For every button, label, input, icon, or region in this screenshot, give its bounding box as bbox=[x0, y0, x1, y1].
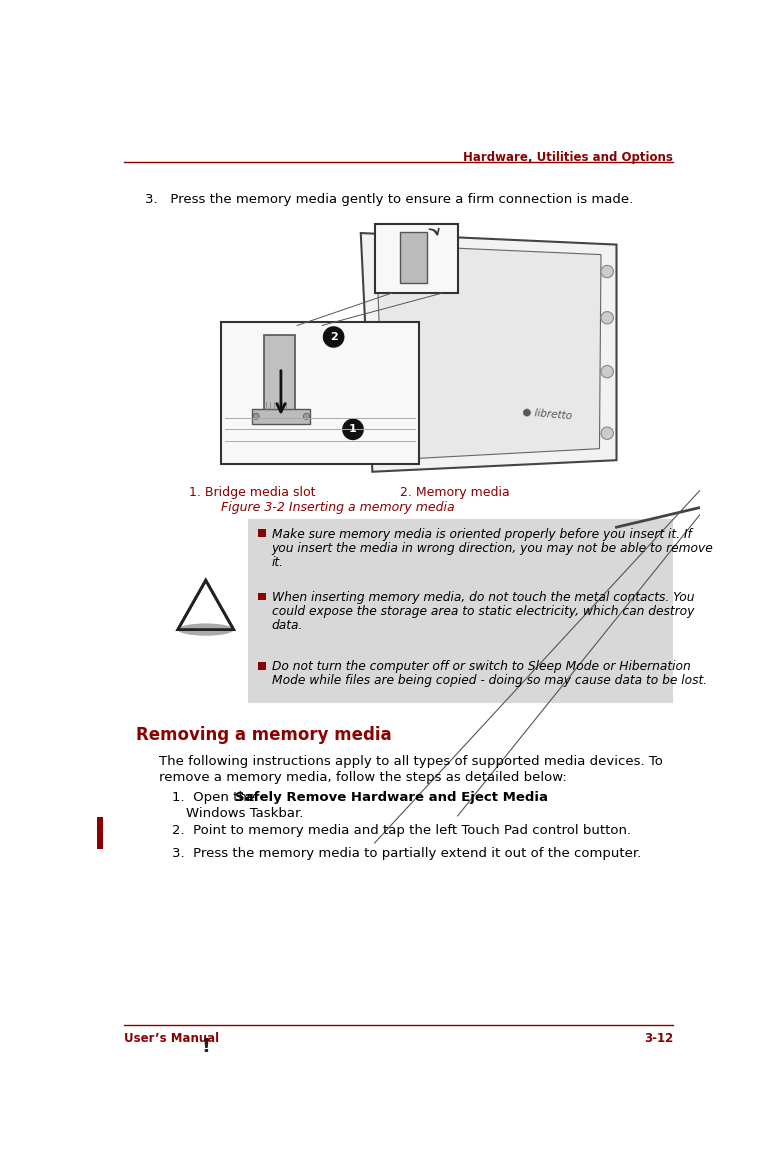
FancyBboxPatch shape bbox=[248, 519, 673, 703]
Circle shape bbox=[253, 414, 259, 420]
Text: Hardware, Utilities and Options: Hardware, Utilities and Options bbox=[463, 151, 673, 164]
Text: 2. Memory media: 2. Memory media bbox=[399, 485, 510, 498]
Ellipse shape bbox=[178, 624, 233, 635]
Text: The following instructions apply to all types of supported media devices. To: The following instructions apply to all … bbox=[159, 755, 663, 768]
Circle shape bbox=[601, 427, 613, 440]
Text: When inserting memory media, do not touch the metal contacts. You: When inserting memory media, do not touc… bbox=[272, 591, 694, 604]
Circle shape bbox=[601, 265, 613, 278]
Text: it.: it. bbox=[272, 556, 284, 568]
Text: Figure 3-2 Inserting a memory media: Figure 3-2 Inserting a memory media bbox=[221, 500, 454, 515]
Text: data.: data. bbox=[272, 619, 303, 632]
Text: Make sure memory media is oriented properly before you insert it. If: Make sure memory media is oriented prope… bbox=[272, 527, 692, 541]
Text: 3-12: 3-12 bbox=[644, 1033, 673, 1045]
FancyBboxPatch shape bbox=[97, 817, 103, 849]
Text: 1. Bridge media slot: 1. Bridge media slot bbox=[189, 485, 315, 498]
Text: 3.  Press the memory media to partially extend it out of the computer.: 3. Press the memory media to partially e… bbox=[173, 847, 642, 860]
Text: User’s Manual: User’s Manual bbox=[124, 1033, 219, 1045]
Text: Removing a memory media: Removing a memory media bbox=[136, 725, 391, 744]
Circle shape bbox=[601, 366, 613, 377]
Text: Safely Remove Hardware and Eject Media: Safely Remove Hardware and Eject Media bbox=[235, 791, 548, 804]
Text: !: ! bbox=[202, 1037, 210, 1056]
Polygon shape bbox=[264, 335, 295, 410]
Text: you insert the media in wrong direction, you may not be able to remove: you insert the media in wrong direction,… bbox=[272, 541, 713, 554]
Circle shape bbox=[342, 418, 364, 441]
FancyBboxPatch shape bbox=[258, 662, 266, 669]
Text: 2.  Point to memory media and tap the left Touch Pad control button.: 2. Point to memory media and tap the lef… bbox=[173, 824, 632, 838]
Text: Do not turn the computer off or switch to Sleep Mode or Hibernation: Do not turn the computer off or switch t… bbox=[272, 660, 690, 674]
Text: Windows Taskbar.: Windows Taskbar. bbox=[187, 806, 303, 819]
Text: 1.  Open the: 1. Open the bbox=[173, 791, 260, 804]
Text: 3.   Press the memory media gently to ensure a firm connection is made.: 3. Press the memory media gently to ensu… bbox=[145, 193, 633, 206]
Polygon shape bbox=[252, 409, 310, 424]
Circle shape bbox=[601, 312, 613, 323]
Text: ● libretto: ● libretto bbox=[521, 407, 572, 421]
Polygon shape bbox=[377, 245, 601, 461]
Text: 1: 1 bbox=[349, 424, 357, 435]
Text: remove a memory media, follow the steps as detailed below:: remove a memory media, follow the steps … bbox=[159, 770, 567, 784]
Circle shape bbox=[323, 326, 345, 348]
FancyBboxPatch shape bbox=[258, 593, 266, 600]
Text: 2: 2 bbox=[330, 332, 338, 342]
Polygon shape bbox=[375, 224, 457, 293]
Circle shape bbox=[303, 414, 310, 420]
Polygon shape bbox=[178, 580, 233, 629]
Polygon shape bbox=[361, 233, 616, 472]
Polygon shape bbox=[221, 321, 419, 464]
Text: could expose the storage area to static electricity, which can destroy: could expose the storage area to static … bbox=[272, 605, 694, 618]
FancyBboxPatch shape bbox=[399, 232, 426, 284]
FancyBboxPatch shape bbox=[258, 530, 266, 537]
Text: Mode while files are being copied - doing so may cause data to be lost.: Mode while files are being copied - doin… bbox=[272, 674, 706, 687]
